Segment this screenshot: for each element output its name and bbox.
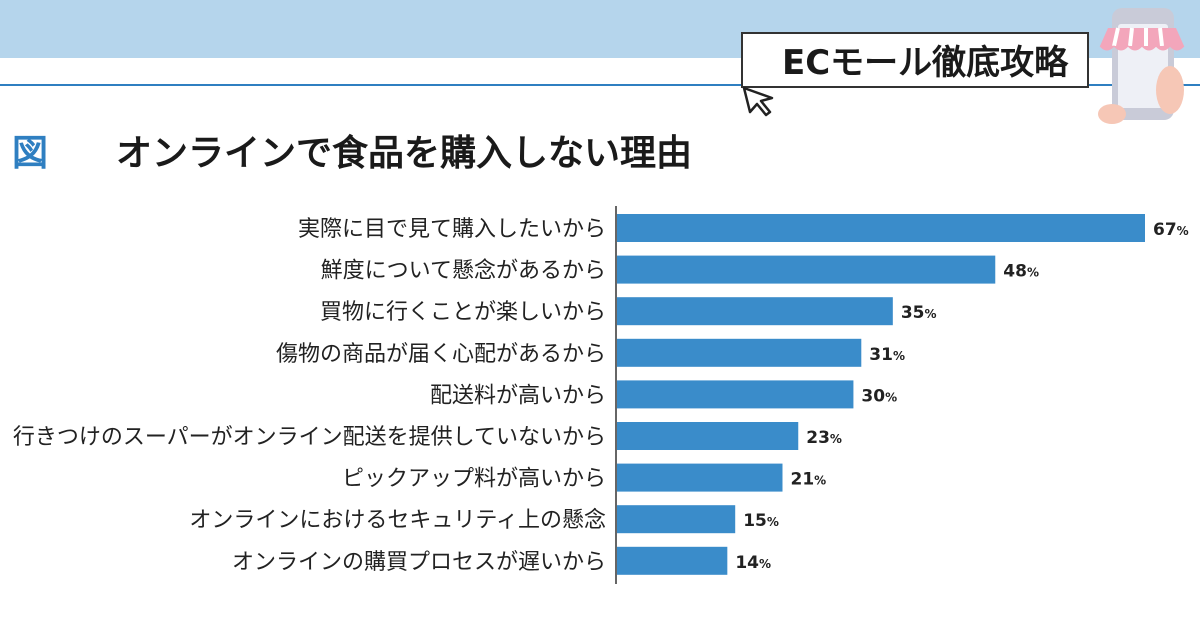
value-label: 15%: [743, 511, 779, 531]
smartphone-shop-icon: [1098, 8, 1185, 124]
bar: [617, 255, 996, 284]
top-rule: [0, 84, 1200, 86]
value-label: 21%: [790, 470, 826, 490]
category-label: ピックアップ料が高いから: [342, 467, 606, 492]
value-label: 14%: [735, 553, 771, 573]
category-label: 傷物の商品が届く心配があるから: [276, 342, 606, 367]
bar-chart: 実際に目で見て購入したいから 67% 鮮度について懸念があるから 48% 買物に行くこと…: [13, 206, 1189, 584]
bar: [617, 214, 1145, 242]
value-label: 23%: [806, 428, 842, 448]
category-label: 鮮度について懸念があるから: [321, 259, 606, 284]
value-label: 31%: [869, 345, 905, 365]
category-label: オンラインにおけるセキュリティ上の懸念: [189, 508, 606, 533]
figure-title: オンラインで食品を購入しない理由: [116, 133, 693, 174]
bar: [617, 338, 862, 367]
bar: [617, 422, 799, 450]
bar: [617, 463, 783, 492]
value-label: 35%: [901, 303, 937, 323]
value-label: 30%: [861, 386, 897, 406]
bar: [617, 546, 728, 575]
figure-label: 図: [12, 133, 49, 174]
category-label: 買物に行くことが楽しいから: [320, 300, 606, 325]
value-label: 48%: [1003, 262, 1039, 282]
category-label: 行きつけのスーパーがオンライン配送を提供していないから: [13, 425, 606, 450]
cursor-arrow-icon: [742, 86, 774, 117]
bar: [617, 297, 893, 326]
series-title: ECモール徹底攻略: [782, 43, 1069, 83]
series-title-box: [741, 32, 1089, 88]
category-label: 配送料が高いから: [430, 383, 606, 408]
bar: [617, 505, 736, 534]
value-label: 67%: [1153, 220, 1189, 240]
category-label: 実際に目で見て購入したいから: [298, 217, 606, 242]
bar: [617, 380, 854, 409]
category-label: オンラインの購買プロセスが遅いから: [232, 550, 606, 575]
